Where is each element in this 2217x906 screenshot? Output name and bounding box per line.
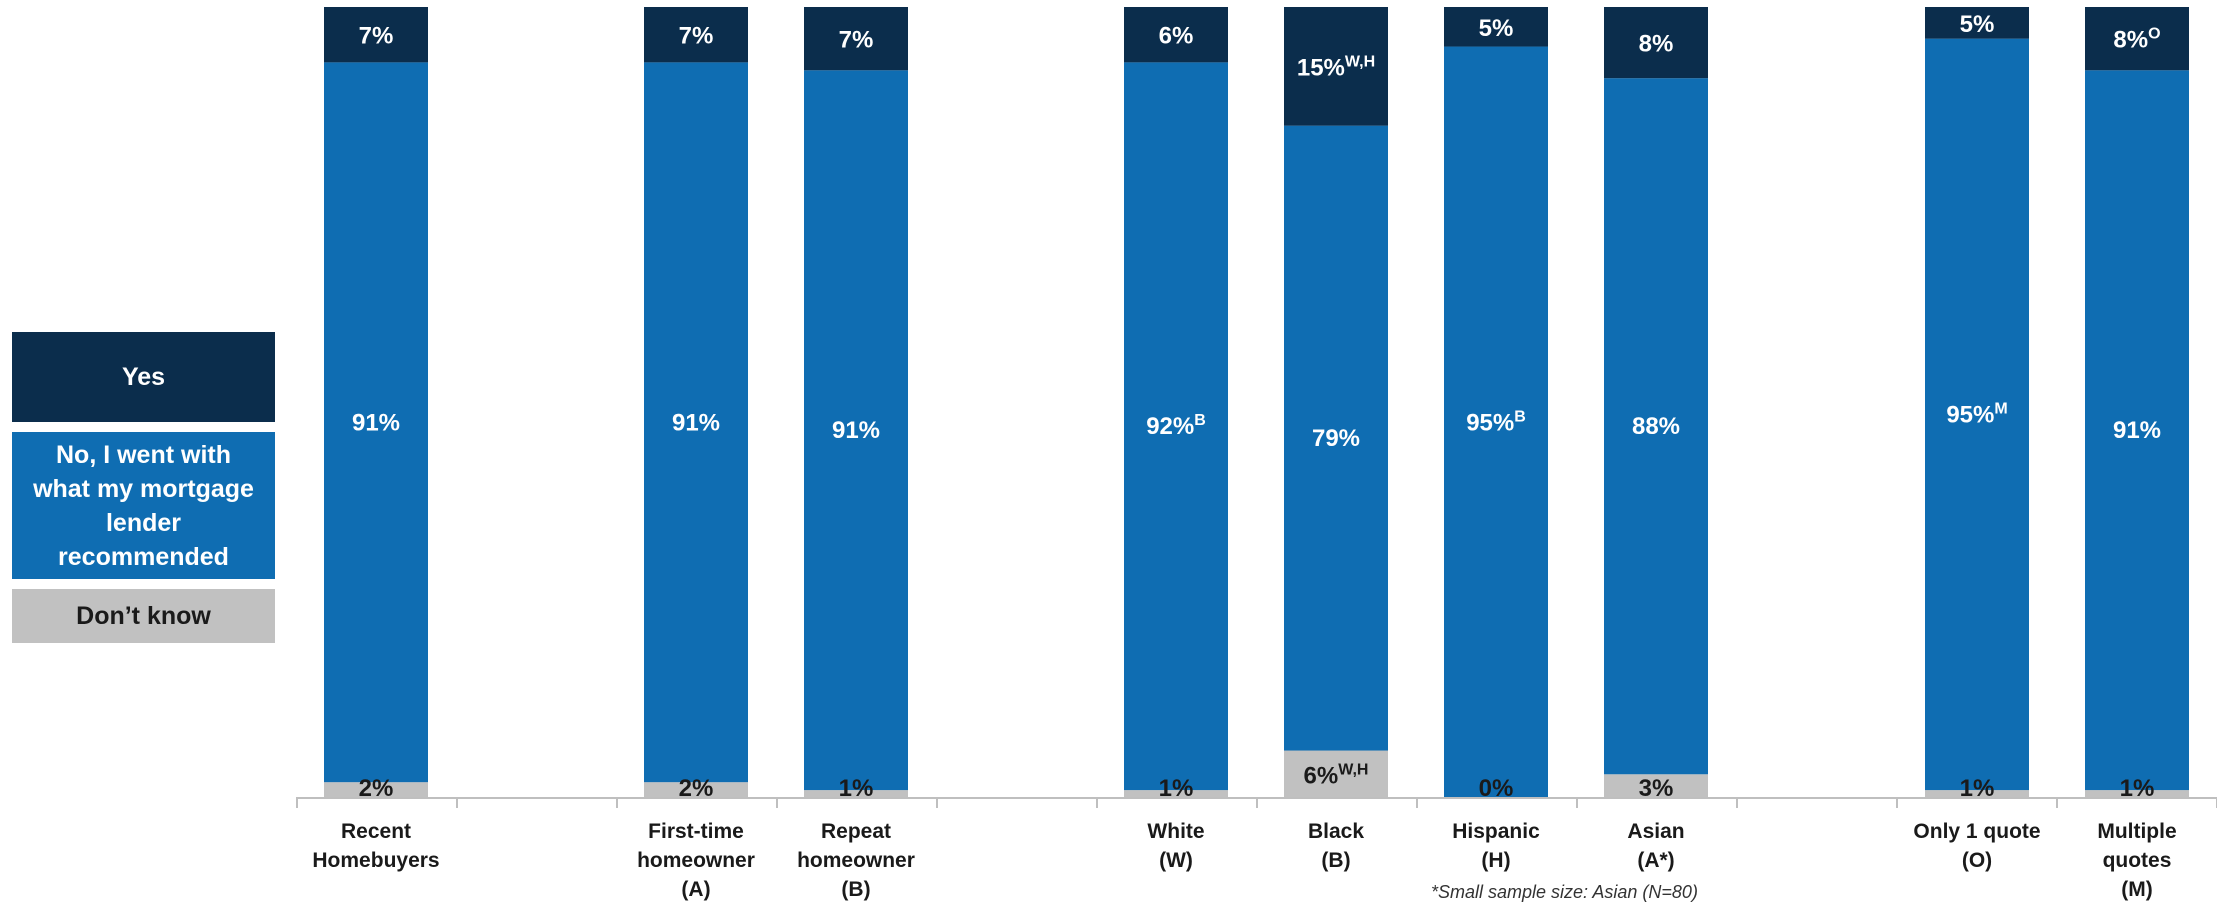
bar-segment-dont-know [1284, 750, 1388, 798]
x-tick-label: First-time homeowner (A) [637, 820, 755, 901]
footnote: *Small sample size: Asian (N=80) [1431, 882, 1698, 902]
data-label-dont-know: 6%W,H [1304, 761, 1369, 789]
data-label-no: 91% [832, 417, 880, 444]
bar-segment-yes [1604, 7, 1708, 79]
bar-segment-no [1284, 125, 1388, 751]
bar-segment-yes [2085, 7, 2189, 71]
bar-segment-no [1604, 78, 1708, 775]
data-label-yes: 8%O [2113, 26, 2160, 54]
bar-segment-dont-know [2085, 790, 2189, 798]
bar-segment-yes [1284, 7, 1388, 126]
bar-segment-no [1124, 62, 1228, 791]
data-label-yes: 7% [359, 23, 394, 50]
legend: Yes No, I went with what my mortgage len… [12, 332, 275, 653]
legend-no: No, I went with what my mortgage lender … [12, 432, 275, 579]
x-tick-label: Repeat homeowner (B) [797, 820, 915, 901]
data-label-no: 88% [1632, 413, 1680, 440]
bar-segment-dont-know [324, 782, 428, 798]
data-label-yes: 6% [1159, 23, 1194, 50]
bar-segment-no [804, 70, 908, 791]
x-tick-label: Hispanic (H) [1452, 820, 1540, 872]
bar-segment-no [1925, 38, 2029, 791]
legend-dont-know: Don’t know [12, 589, 275, 643]
bar-segment-dont-know [1925, 790, 2029, 798]
data-label-yes: 5% [1479, 15, 1514, 42]
x-tick-label: Asian (A*) [1627, 820, 1684, 872]
bar-segment-yes [1444, 7, 1548, 47]
data-label-yes: 7% [679, 23, 714, 50]
x-tick-label: Only 1 quote (O) [1913, 820, 2040, 872]
data-label-yes: 5% [1960, 11, 1995, 38]
bar-segment-no [644, 62, 748, 783]
x-tick-label: Multiple quotes (M) [2097, 820, 2176, 901]
x-tick-label: White (W) [1147, 820, 1204, 872]
data-label-no: 91% [2113, 417, 2161, 444]
data-label-no: 91% [352, 409, 400, 436]
x-tick-label: Recent Homebuyers [312, 820, 439, 872]
bar-segment-yes [324, 7, 428, 63]
bar-segment-no [2085, 70, 2189, 791]
data-label-no: 79% [1312, 425, 1360, 452]
data-label-yes: 15%W,H [1297, 53, 1375, 81]
data-label-yes: 8% [1639, 31, 1674, 58]
bar-segment-dont-know [1604, 774, 1708, 798]
bar-segment-no [1444, 46, 1548, 799]
bar-segment-dont-know [644, 782, 748, 798]
bar-segment-no [324, 62, 428, 783]
data-label-no: 91% [672, 409, 720, 436]
bar-segment-yes [1925, 7, 2029, 39]
x-tick-label: Black (B) [1308, 820, 1364, 872]
legend-yes: Yes [12, 332, 275, 422]
bar-segment-dont-know [1124, 790, 1228, 798]
data-label-yes: 7% [839, 27, 874, 54]
data-label-no: 95%M [1946, 400, 2007, 428]
bar-segment-dont-know [804, 790, 908, 798]
bar-segment-yes [644, 7, 748, 63]
bar-segment-yes [804, 7, 908, 71]
data-label-no: 92%B [1146, 412, 1206, 440]
bar-segment-yes [1124, 7, 1228, 63]
data-label-no: 95%B [1466, 408, 1526, 436]
